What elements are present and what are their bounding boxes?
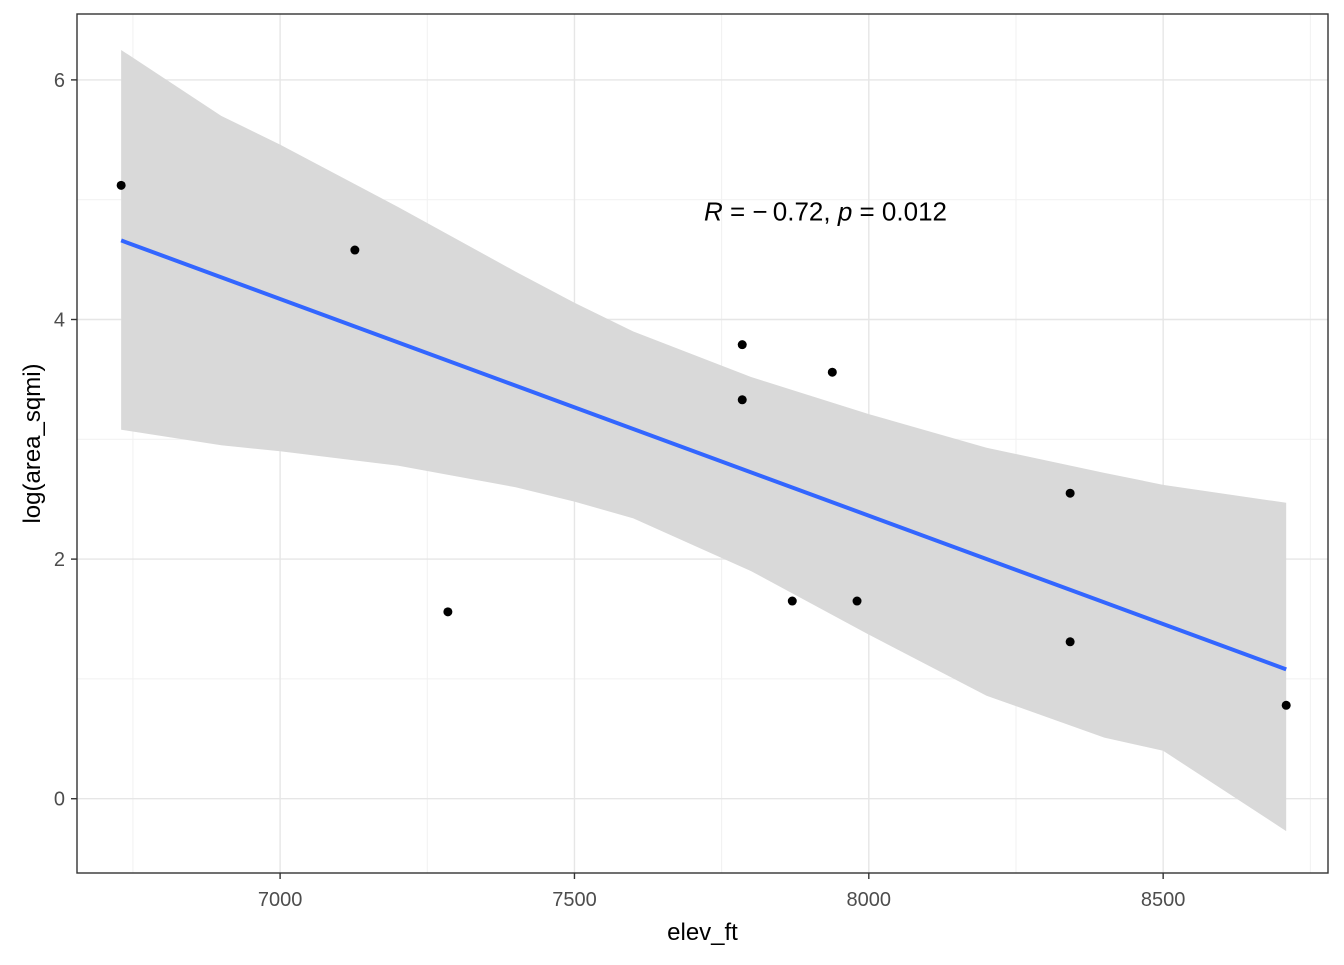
x-tick-label: 8500	[1141, 889, 1186, 911]
p-symbol: p	[837, 197, 852, 227]
r-symbol: R	[704, 197, 723, 227]
x-axis-title: elev_ft	[667, 919, 738, 946]
confidence-band-area	[121, 49, 1287, 832]
y-axis-title: log(area_sqmi)	[19, 363, 46, 523]
data-point	[737, 340, 747, 350]
confidence-band	[121, 49, 1287, 832]
regression-line	[120, 238, 1287, 672]
data-point	[1065, 488, 1075, 498]
y-tick-label: 0	[54, 789, 65, 811]
data-point	[737, 395, 747, 405]
data-point	[1065, 637, 1075, 647]
y-tick-label: 2	[54, 549, 65, 571]
axes: 7000 7500 8000 8500 0 2 4 6	[54, 70, 1186, 911]
data-point	[1281, 700, 1291, 710]
x-tick-label: 8000	[847, 889, 892, 911]
y-tick-label: 6	[54, 70, 65, 92]
x-tick-label: 7500	[552, 889, 597, 911]
data-point	[852, 596, 862, 606]
correlation-annotation-group: R = − 0.72, p = 0.012	[704, 197, 947, 227]
x-tick-label: 7000	[258, 889, 303, 911]
r-value: = − 0.72,	[723, 197, 838, 227]
panel-border	[76, 13, 1329, 874]
data-point	[443, 607, 453, 617]
data-point	[827, 367, 837, 377]
p-value: = 0.012	[852, 197, 947, 227]
regression-line-group	[120, 238, 1287, 672]
data-point	[116, 180, 126, 190]
data-points	[116, 180, 1291, 710]
data-point	[350, 245, 360, 255]
y-tick-label: 4	[54, 310, 65, 332]
correlation-annotation: R = − 0.72, p = 0.012	[704, 197, 947, 227]
data-point	[787, 596, 797, 606]
